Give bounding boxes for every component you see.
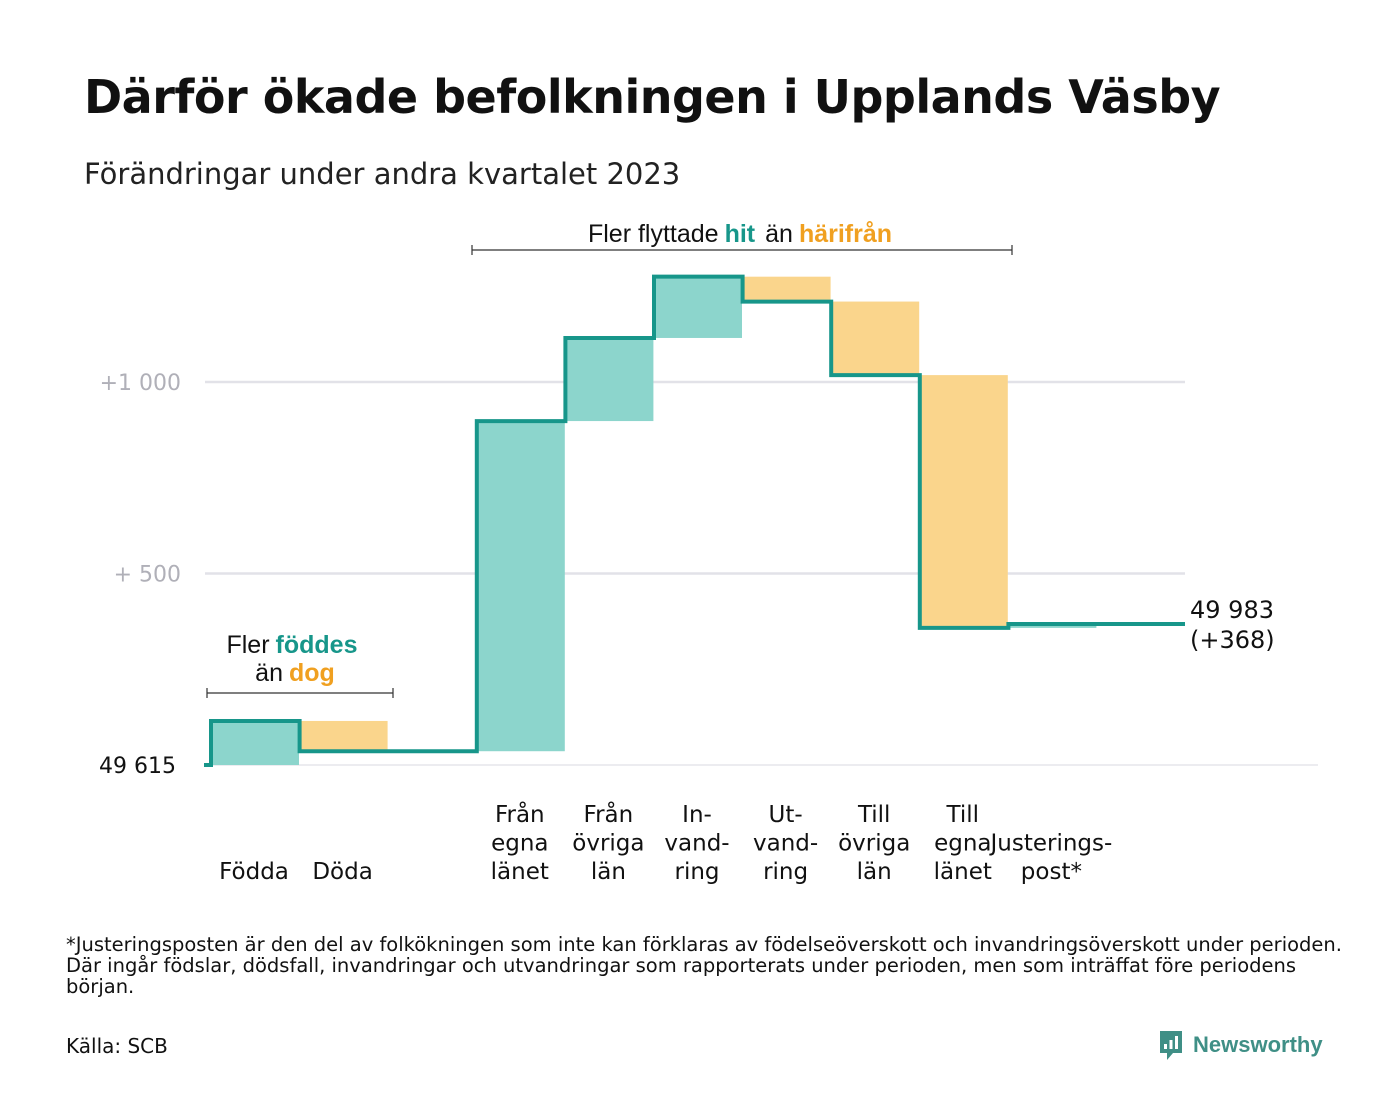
annotation-natural-dog: dog [289,659,335,687]
category-label: Till egna länet [934,802,992,885]
category-label: In-vand-ring [664,802,729,885]
annotation-natural-line1: Fler föddes [226,631,357,659]
category-label: Från egna länet [491,800,549,885]
bars [211,276,1097,765]
annotation-natural-foddes: föddes [276,631,358,659]
y-tick-label: + 500 [114,563,181,588]
footnote: *Justeringsposten är den del av folkökni… [66,933,1342,998]
y-tick-label: +1 000 [100,371,181,396]
chart-title: Därför ökade befolkningen i Upplands Väs… [84,70,1221,124]
category-label: Födda [219,859,289,885]
annotation-migration: Fler flyttade hit än härifrån [588,220,892,248]
waterfall-bar [742,276,831,302]
annotation-natural-line2: än dog [255,659,335,687]
annotation-migration-harifran: härifrån [799,220,892,248]
annotation-natural-bracket [206,688,394,698]
category-label: Ut-vand-ring [753,802,818,885]
annotation-migration-bracket [471,245,1013,255]
end-change-label: (+368) [1190,626,1275,654]
annotation-migration-mid: än [765,220,793,248]
waterfall-bar [565,337,654,422]
category-label: Döda [312,859,372,885]
chart-subtitle: Förändringar under andra kvartalet 2023 [84,157,681,191]
waterfall-bar [211,720,299,765]
annotation-migration-prefix: Fler flyttade [588,220,719,248]
category-label: Till övriga län [838,802,910,885]
brand-name: Newsworthy [1193,1032,1323,1057]
end-value-label: 49 983 [1190,596,1274,624]
category-label: Från övriga län [572,800,644,885]
waterfall-bar [654,276,742,338]
annotations: Fler flyttade hit än härifrån Fler föddes än… [206,220,1013,698]
annotation-migration-hit: hit [725,220,756,248]
axis-labels: +1 000 + 500 49 615 Födda Döda Från egna länet F… [99,371,1275,885]
waterfall-bar [919,375,1008,628]
waterfall-bar [831,301,920,376]
baseline-label: 49 615 [99,754,176,779]
waterfall-bar [476,421,565,752]
annotation-natural-mid: än [255,659,283,687]
brand-logo: Newsworthy [1158,1028,1323,1062]
category-label: Justerings-post* [988,831,1112,886]
annotation-natural-prefix: Fler [226,631,269,659]
step-line-layer [204,274,1185,767]
waterfall-chart: Fler flyttade hit än härifrån Fler föddes än… [99,220,1318,885]
source: Källa: SCB [66,1034,168,1058]
waterfall-bar [299,720,388,752]
newsworthy-logo-icon [1160,1031,1182,1060]
step-line [204,274,1185,767]
gridlines [205,380,1318,766]
